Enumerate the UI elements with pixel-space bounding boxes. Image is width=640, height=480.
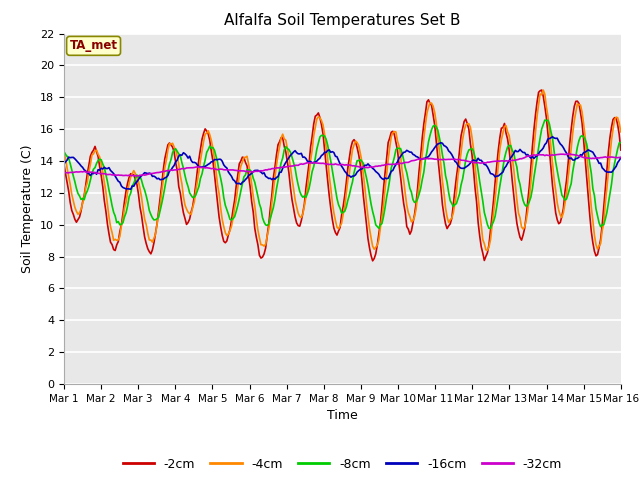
Title: Alfalfa Soil Temperatures Set B: Alfalfa Soil Temperatures Set B [224, 13, 461, 28]
Legend: -2cm, -4cm, -8cm, -16cm, -32cm: -2cm, -4cm, -8cm, -16cm, -32cm [118, 453, 567, 476]
Y-axis label: Soil Temperature (C): Soil Temperature (C) [22, 144, 35, 273]
X-axis label: Time: Time [327, 409, 358, 422]
Text: TA_met: TA_met [70, 39, 118, 52]
